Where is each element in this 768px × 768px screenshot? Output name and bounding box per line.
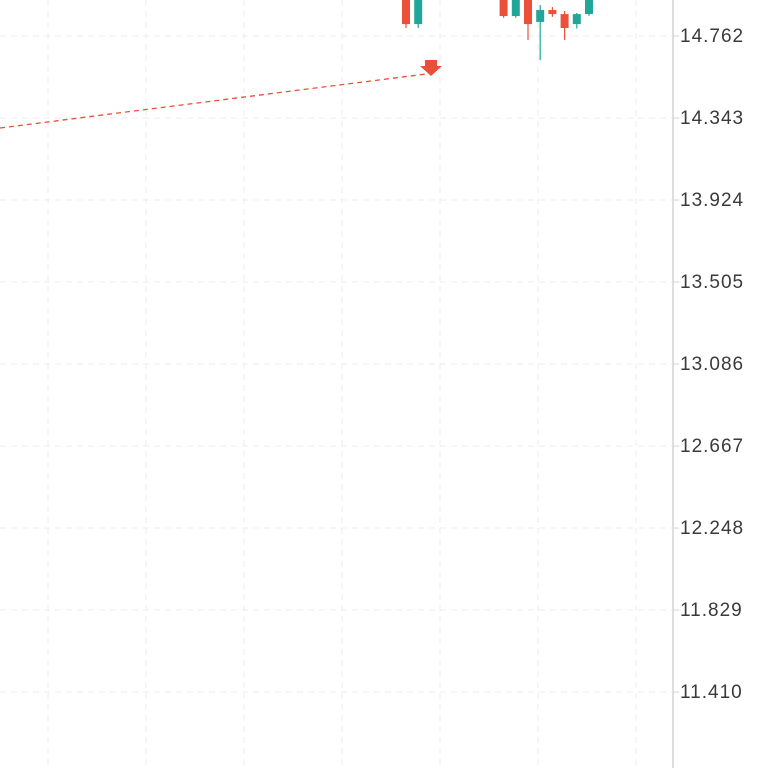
candle-body [560, 14, 569, 28]
y-tick-label: 11.410 [680, 682, 743, 703]
sell-marker [420, 60, 442, 76]
y-tick-label: 14.762 [680, 26, 744, 47]
candle-body [572, 14, 581, 25]
candle-body [536, 9, 545, 22]
candle-body [511, 0, 520, 17]
candle-body [414, 0, 423, 25]
y-tick-label: 12.667 [680, 436, 744, 457]
candle-body [499, 0, 508, 17]
candle-body [548, 9, 557, 15]
y-tick-label: 14.343 [680, 108, 744, 129]
y-tick-label: 12.248 [680, 518, 744, 539]
y-tick-label: 13.924 [680, 190, 744, 211]
trend-line [0, 73, 427, 129]
candle-body [585, 0, 593, 15]
y-tick-label: 13.086 [680, 354, 744, 375]
candles [402, 0, 593, 61]
candle-body [524, 0, 532, 25]
y-tick-label: 11.829 [680, 600, 743, 621]
grid [0, 0, 672, 768]
y-tick-label: 13.505 [680, 272, 744, 293]
candle-body [402, 0, 410, 25]
